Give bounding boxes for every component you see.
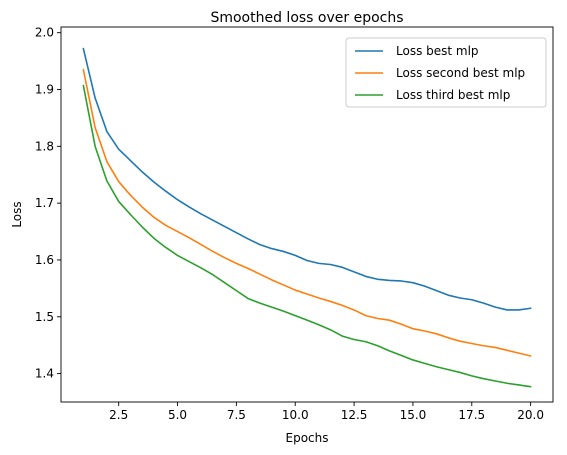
legend: Loss best mlp Loss second best mlp Loss th… <box>345 37 547 108</box>
legend-box <box>345 37 547 108</box>
series-line-2 <box>82 68 532 357</box>
x-axis-title: Epochs <box>286 431 329 445</box>
x-tick-label: 17.5 <box>458 408 485 422</box>
y-tick-label: 1.6 <box>35 253 54 267</box>
y-tick-label: 1.4 <box>35 367 54 381</box>
plot-frame <box>60 26 554 403</box>
y-tick-label: 2.0 <box>35 26 54 40</box>
legend-label-2: Loss second best mlp <box>396 66 525 80</box>
y-axis: 1.4 1.5 1.6 1.7 1.8 1.9 2.0 <box>35 26 61 381</box>
x-tick-label: 12.5 <box>341 408 368 422</box>
x-tick-label: 15.0 <box>400 408 427 422</box>
y-tick-label: 1.5 <box>35 310 54 324</box>
x-tick-label: 2.5 <box>109 408 128 422</box>
chart-title: Smoothed loss over epochs <box>210 10 403 26</box>
series-lines <box>82 47 532 388</box>
legend-label-1: Loss best mlp <box>396 44 479 58</box>
series-line-3 <box>82 84 532 388</box>
x-tick-label: 10.0 <box>282 408 309 422</box>
y-tick-label: 1.9 <box>35 83 54 97</box>
x-tick-label: 20.0 <box>517 408 544 422</box>
series-line-1 <box>82 47 532 311</box>
y-tick-label: 1.7 <box>35 196 54 210</box>
y-tick-label: 1.8 <box>35 139 54 153</box>
x-tick-label: 7.5 <box>227 408 246 422</box>
x-tick-label: 5.0 <box>168 408 187 422</box>
y-axis-title: Loss <box>10 201 24 227</box>
legend-label-3: Loss third best mlp <box>396 88 510 102</box>
x-axis: 2.5 5.0 7.5 10.0 12.5 15.0 17.5 20.0 <box>109 402 544 422</box>
